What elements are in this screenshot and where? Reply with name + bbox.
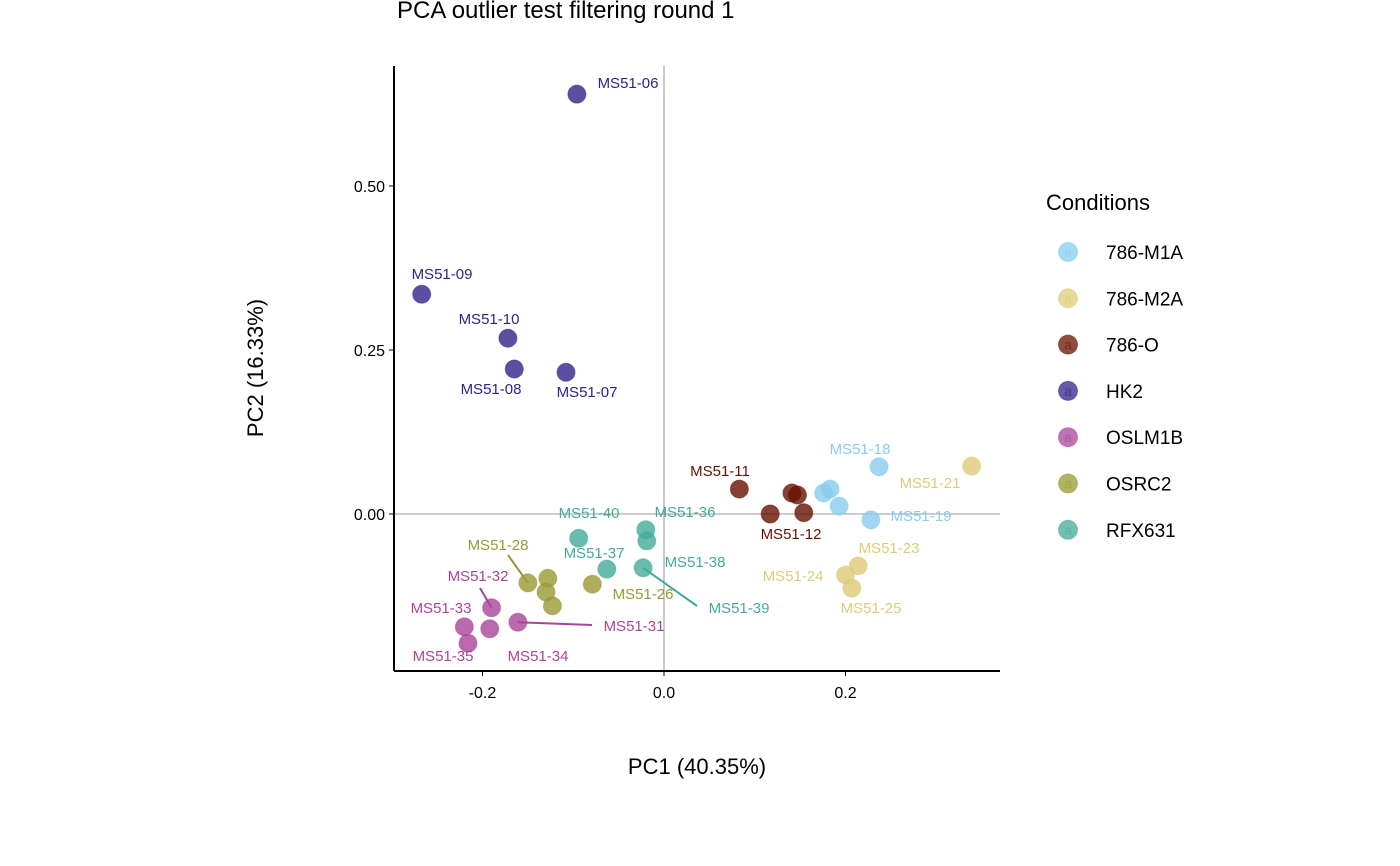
data-point — [861, 510, 881, 530]
y-axis-title: PC2 (16.33%) — [243, 299, 268, 437]
data-point — [508, 612, 528, 632]
legend-item: a RFX631 — [1058, 519, 1176, 542]
data-point — [498, 328, 518, 348]
point-label: MS51-38 — [665, 554, 726, 571]
legend-key-glyph: a — [1064, 244, 1072, 260]
point-label: MS51-08 — [461, 381, 522, 398]
data-point — [458, 633, 478, 653]
data-point — [842, 578, 862, 598]
point-label: MS51-25 — [841, 600, 902, 617]
legend-key-glyph: a — [1064, 476, 1072, 492]
legend-key-glyph: a — [1064, 383, 1072, 399]
point-label: MS51-26 — [613, 586, 674, 603]
point-label: MS51-23 — [859, 540, 920, 557]
legend-label: 786-M2A — [1106, 289, 1183, 310]
data-point — [582, 574, 602, 594]
data-point — [569, 528, 589, 548]
legend: Conditions a 786-M1A a 786-M2A a 786-O a HK2 a OS… — [1046, 190, 1183, 542]
legend-label: OSLM1B — [1106, 428, 1183, 449]
data-point — [869, 457, 889, 477]
data-point — [518, 573, 538, 593]
legend-item: a HK2 — [1058, 380, 1143, 403]
data-point — [597, 559, 617, 579]
label-leader-line — [642, 566, 698, 607]
point-label: MS51-06 — [598, 75, 659, 92]
x-tick-label: -0.2 — [469, 685, 497, 702]
data-point — [829, 496, 849, 516]
legend-key-glyph: a — [1064, 522, 1072, 538]
point-label: MS51-34 — [508, 648, 569, 665]
point-label: MS51-39 — [709, 600, 770, 617]
data-point — [633, 558, 653, 578]
legend-key-glyph: a — [1064, 337, 1072, 353]
legend-label: HK2 — [1106, 382, 1143, 403]
legend-key — [1058, 519, 1078, 540]
data-point — [787, 485, 807, 505]
x-tick-label: 0.2 — [834, 685, 856, 702]
point-label: MS51-11 — [690, 463, 750, 480]
legend-item: a 786-M1A — [1058, 242, 1183, 264]
point-label: MS51-10 — [459, 311, 520, 328]
data-point — [567, 84, 587, 104]
point-label: MS51-24 — [763, 568, 824, 585]
point-label: MS51-37 — [564, 545, 625, 562]
point-label: MS51-33 — [411, 600, 472, 617]
data-point — [556, 362, 576, 382]
legend-key — [1058, 380, 1078, 401]
label-leader-line — [517, 621, 593, 626]
point-label: MS51-09 — [412, 266, 473, 283]
chart-title: PCA outlier test filtering round 1 — [397, 0, 735, 24]
legend-key-glyph: a — [1064, 429, 1072, 445]
data-point — [480, 619, 500, 639]
legend-label: OSRC2 — [1106, 475, 1171, 496]
data-point — [962, 456, 982, 476]
point-label: MS51-36 — [655, 504, 716, 521]
y-tick-label: 0.00 — [354, 507, 385, 524]
legend-label: 786-M1A — [1106, 243, 1183, 264]
point-label: MS51-35 — [413, 648, 474, 665]
data-point — [412, 284, 432, 304]
data-point — [794, 503, 814, 523]
data-point — [637, 531, 657, 551]
data-point — [820, 479, 840, 499]
data-point — [542, 596, 562, 616]
point-label: MS51-19 — [891, 508, 952, 525]
point-label: MS51-18 — [830, 441, 891, 458]
y-tick-label: 0.25 — [354, 343, 385, 360]
legend-key — [1058, 242, 1078, 262]
legend-item: a OSLM1B — [1058, 427, 1183, 449]
data-point — [504, 359, 524, 379]
point-label: MS51-28 — [468, 537, 529, 554]
data-point — [454, 617, 474, 637]
legend-item: a 786-O — [1058, 334, 1159, 357]
data-point — [760, 504, 780, 524]
plot-area: -0.2 0.0 0.2 0.00 0.25 0.50 MS51-06 MS51-09 MS51… — [354, 66, 1000, 702]
legend-label: RFX631 — [1106, 521, 1176, 542]
point-label: MS51-12 — [761, 526, 822, 543]
legend-item: a OSRC2 — [1058, 473, 1171, 496]
legend-key — [1058, 288, 1078, 309]
legend-key — [1058, 334, 1078, 355]
point-label: MS51-21 — [900, 475, 961, 492]
x-tick-label: 0.0 — [653, 685, 675, 702]
x-axis-title: PC1 (40.35%) — [628, 754, 766, 779]
data-point — [482, 598, 502, 618]
legend-item: a 786-M2A — [1058, 288, 1183, 310]
point-label: MS51-31 — [604, 618, 665, 635]
legend-label: 786-O — [1106, 336, 1159, 357]
point-label: MS51-40 — [559, 505, 620, 522]
legend-key — [1058, 473, 1078, 494]
point-label: MS51-07 — [557, 384, 618, 401]
legend-key-glyph: a — [1064, 290, 1072, 306]
legend-title: Conditions — [1046, 190, 1150, 215]
point-label: MS51-32 — [448, 568, 509, 585]
data-point — [729, 479, 749, 499]
legend-key — [1058, 427, 1078, 448]
y-tick-label: 0.50 — [354, 179, 385, 196]
